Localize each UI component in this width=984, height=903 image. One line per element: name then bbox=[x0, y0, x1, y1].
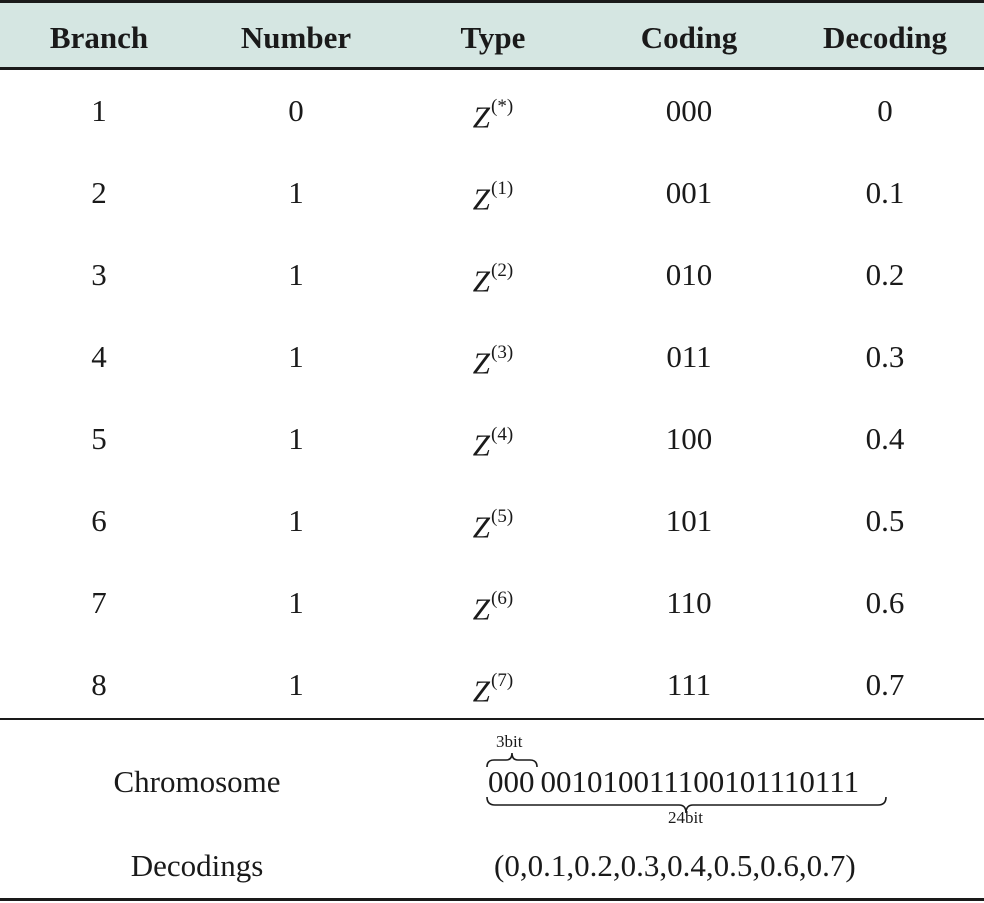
cell-branch: 3 bbox=[91, 257, 107, 292]
type-superscript: (1) bbox=[491, 178, 514, 199]
cell-decoding: 0 bbox=[877, 93, 893, 128]
table-row: 4 1 Z(3) 011 0.3 bbox=[0, 316, 984, 398]
cell-branch: 8 bbox=[91, 667, 107, 702]
cell-coding: 101 bbox=[665, 503, 713, 538]
cell-number: 1 bbox=[288, 585, 304, 620]
decodings-value: (0,0.1,0.2,0.3,0.4,0.5,0.6,0.7) bbox=[494, 848, 856, 883]
cell-decoding: 0.3 bbox=[865, 339, 905, 374]
cell-decoding: 0.1 bbox=[865, 175, 905, 210]
type-symbol: Z bbox=[472, 181, 491, 217]
cell-coding: 001 bbox=[665, 175, 713, 210]
type-symbol: Z bbox=[472, 427, 491, 463]
table-row: 5 1 Z(4) 100 0.4 bbox=[0, 398, 984, 480]
table-header: Branch Number Type Coding Decoding bbox=[0, 0, 984, 70]
cell-number: 1 bbox=[288, 339, 304, 374]
cell-number: 1 bbox=[288, 503, 304, 538]
cell-type: Z(4) bbox=[473, 398, 513, 480]
cell-branch: 7 bbox=[91, 585, 107, 620]
cell-branch: 4 bbox=[91, 339, 107, 374]
type-symbol: Z bbox=[472, 345, 491, 381]
type-superscript: (4) bbox=[491, 424, 514, 445]
cell-type: Z(*) bbox=[473, 70, 513, 152]
chromosome-value: 000 001010011100101110111 bbox=[488, 764, 859, 800]
cell-branch: 2 bbox=[91, 175, 107, 210]
cell-number: 1 bbox=[288, 667, 304, 702]
header-decoding: Decoding bbox=[823, 20, 947, 55]
type-superscript: (5) bbox=[491, 506, 514, 527]
table-row: 2 1 Z(1) 001 0.1 bbox=[0, 152, 984, 234]
cell-type: Z(3) bbox=[473, 316, 513, 398]
type-superscript: (2) bbox=[491, 260, 514, 281]
type-superscript: (3) bbox=[491, 342, 514, 363]
type-symbol: Z bbox=[472, 591, 491, 627]
cell-coding: 100 bbox=[665, 421, 713, 456]
cell-coding: 000 bbox=[665, 93, 713, 128]
type-superscript: (6) bbox=[491, 588, 514, 609]
cell-branch: 6 bbox=[91, 503, 107, 538]
cell-branch: 1 bbox=[91, 93, 107, 128]
type-symbol: Z bbox=[472, 673, 491, 709]
type-symbol: Z bbox=[472, 509, 491, 545]
type-superscript: (*) bbox=[491, 96, 514, 117]
header-type: Type bbox=[460, 20, 526, 55]
type-symbol: Z bbox=[472, 99, 491, 135]
cell-decoding: 0.7 bbox=[865, 667, 905, 702]
cell-number: 1 bbox=[288, 175, 304, 210]
chromosome-first-gene: 000 bbox=[488, 764, 535, 799]
table-divider bbox=[0, 718, 984, 720]
header-number: Number bbox=[240, 20, 352, 55]
brace-top-icon bbox=[486, 752, 538, 768]
table-row: 8 1 Z(7) 111 0.7 bbox=[0, 644, 984, 726]
table-row: 7 1 Z(6) 110 0.6 bbox=[0, 562, 984, 644]
cell-decoding: 0.2 bbox=[865, 257, 905, 292]
cell-coding: 010 bbox=[665, 257, 713, 292]
brace-top-label: 3bit bbox=[496, 732, 523, 751]
table-row: 6 1 Z(5) 101 0.5 bbox=[0, 480, 984, 562]
type-superscript: (7) bbox=[491, 670, 514, 691]
cell-number: 0 bbox=[288, 93, 304, 128]
cell-decoding: 0.4 bbox=[865, 421, 905, 456]
cell-coding: 011 bbox=[666, 339, 712, 374]
cell-type: Z(1) bbox=[473, 152, 513, 234]
cell-type: Z(2) bbox=[473, 234, 513, 316]
brace-bottom-icon bbox=[486, 796, 887, 814]
table-bottom-border bbox=[0, 898, 984, 901]
cell-decoding: 0.5 bbox=[865, 503, 905, 538]
cell-type: Z(6) bbox=[473, 562, 513, 644]
cell-number: 1 bbox=[288, 421, 304, 456]
chromosome-label: Chromosome bbox=[113, 764, 281, 799]
table-row: 3 1 Z(2) 010 0.2 bbox=[0, 234, 984, 316]
cell-coding: 110 bbox=[666, 585, 712, 620]
header-coding: Coding bbox=[640, 20, 738, 55]
table-row: 1 0 Z(*) 000 0 bbox=[0, 70, 984, 152]
cell-number: 1 bbox=[288, 257, 304, 292]
chromosome-rest-genes: 001010011100101110111 bbox=[540, 764, 860, 799]
cell-coding: 111 bbox=[666, 667, 712, 702]
brace-bottom-label: 24bit bbox=[668, 808, 703, 827]
cell-type: Z(5) bbox=[473, 480, 513, 562]
cell-type: Z(7) bbox=[473, 644, 513, 726]
cell-branch: 5 bbox=[91, 421, 107, 456]
type-symbol: Z bbox=[472, 263, 491, 299]
decodings-label: Decodings bbox=[130, 848, 264, 883]
cell-decoding: 0.6 bbox=[865, 585, 905, 620]
header-branch: Branch bbox=[49, 20, 149, 55]
